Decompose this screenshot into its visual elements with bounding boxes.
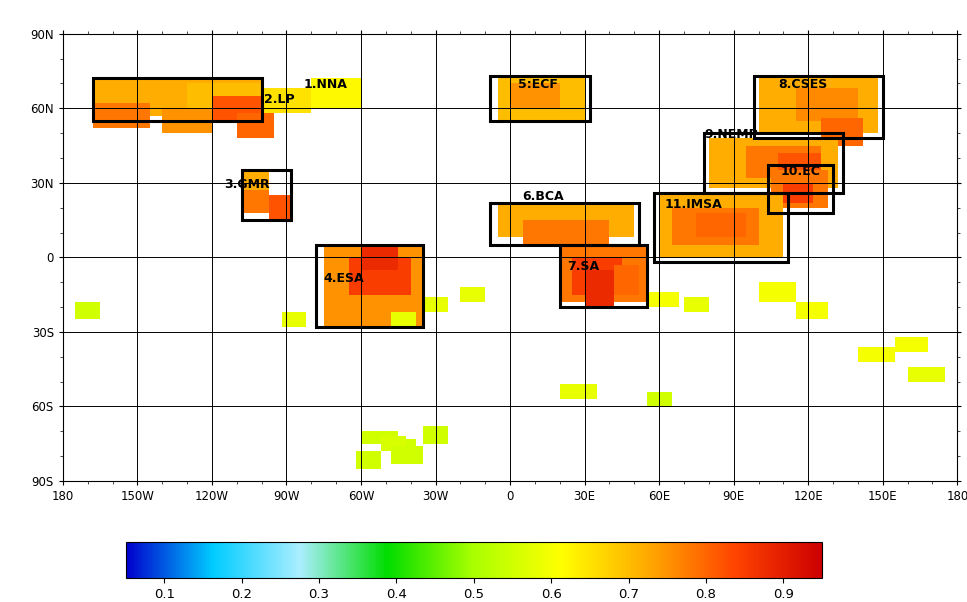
Bar [237,113,274,138]
Text: 8.CSES: 8.CSES [778,78,828,92]
Bar [348,257,411,294]
Bar [796,302,828,320]
Bar [753,76,883,138]
Bar [655,193,788,262]
Bar [245,178,269,213]
Bar [381,439,416,451]
Bar [858,347,895,362]
Bar [572,257,622,294]
Bar [783,183,813,203]
Bar [758,282,796,302]
Bar [709,138,838,188]
Bar [769,166,834,213]
Text: 3.GMR: 3.GMR [224,178,270,191]
Bar [93,104,150,128]
Bar [324,245,424,327]
Bar [522,220,609,245]
Bar [704,133,843,193]
Text: 11.IMSA: 11.IMSA [664,197,722,211]
Bar [381,436,406,451]
Bar [771,170,828,208]
Bar [262,88,311,113]
Bar [424,297,448,312]
Bar [895,337,927,352]
Bar [659,195,783,257]
Text: 4.ESA: 4.ESA [324,272,365,285]
Bar [245,170,269,190]
Bar [93,78,262,120]
Bar [560,384,597,399]
Text: 7.SA: 7.SA [568,260,600,273]
Text: 1.NNA: 1.NNA [304,78,348,92]
Bar [696,213,747,237]
Bar [361,431,398,444]
Bar [424,426,448,444]
Text: 9.NEMP: 9.NEMP [704,128,758,141]
Bar [560,245,647,307]
Bar [490,203,639,245]
Bar [316,245,424,327]
Bar [242,170,291,220]
Bar [356,451,381,468]
Bar [796,88,858,120]
Bar [778,153,821,170]
Bar [361,245,398,270]
Bar [747,146,821,178]
Bar [93,78,262,116]
Bar [560,245,647,302]
Text: 6.BCA: 6.BCA [522,190,564,203]
Bar [75,302,101,320]
Bar [647,292,679,307]
Bar [281,312,307,327]
Bar [511,84,560,108]
Bar [758,76,878,133]
Bar [672,208,758,245]
Bar [498,203,634,237]
Bar [498,78,585,120]
Text: 2.LP: 2.LP [264,93,295,107]
Bar [460,287,485,302]
Bar [162,108,212,133]
Bar [391,312,416,327]
Bar [187,84,262,108]
Bar [585,270,614,307]
Bar [311,78,361,108]
Bar [391,446,424,464]
Text: 10.EC: 10.EC [781,166,821,178]
Bar [908,367,945,382]
Bar [212,96,262,120]
Bar [684,297,709,312]
Bar [490,76,590,120]
Bar [647,391,672,406]
Bar [821,118,863,146]
Text: 5:ECF: 5:ECF [517,78,557,92]
Bar [269,195,291,220]
Bar [614,265,639,294]
